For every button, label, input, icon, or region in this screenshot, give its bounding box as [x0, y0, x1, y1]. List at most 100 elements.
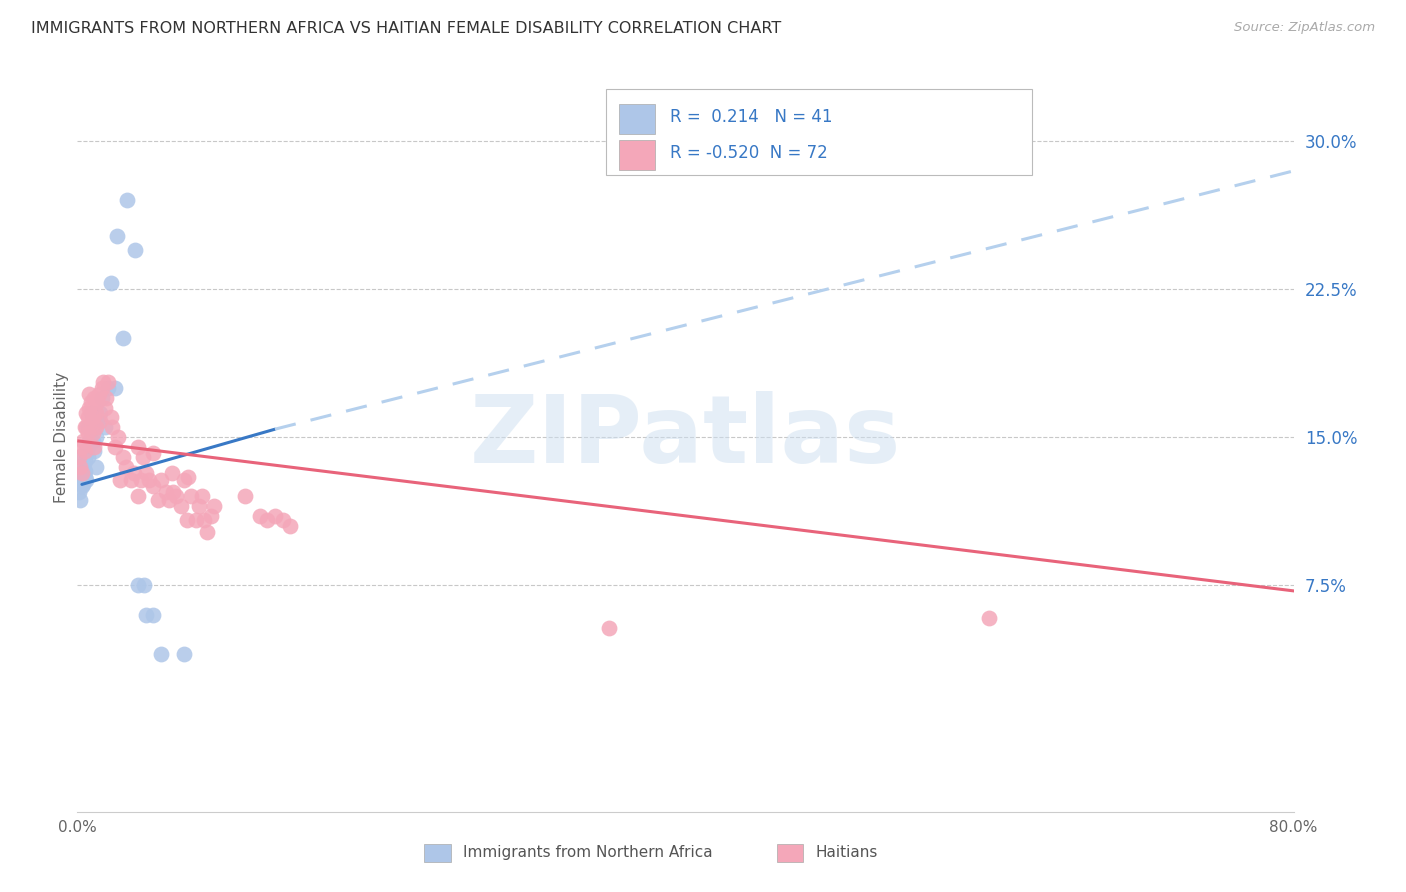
Point — [191, 489, 214, 503]
Point — [127, 440, 149, 454]
Point — [149, 474, 172, 488]
Point — [83, 440, 105, 454]
Point — [75, 474, 97, 488]
Point — [89, 414, 111, 428]
Bar — [619, 140, 655, 169]
Point — [84, 420, 107, 434]
Point — [73, 464, 96, 478]
Bar — [776, 844, 803, 863]
Point — [162, 485, 184, 500]
Point — [79, 401, 101, 415]
Point — [82, 426, 104, 441]
Point — [200, 508, 222, 523]
Point — [96, 391, 118, 405]
Point — [138, 474, 160, 488]
Text: Source: ZipAtlas.com: Source: ZipAtlas.com — [1234, 21, 1375, 34]
Point — [129, 474, 152, 488]
Bar — [619, 103, 655, 134]
Point — [155, 485, 177, 500]
Point — [79, 434, 101, 448]
Point — [70, 450, 93, 464]
Point — [264, 508, 287, 523]
Point — [97, 375, 120, 389]
FancyBboxPatch shape — [606, 88, 1032, 175]
Point — [127, 578, 149, 592]
Bar — [425, 844, 451, 863]
Point — [77, 450, 100, 464]
Point — [195, 524, 218, 539]
Point — [111, 450, 134, 464]
Point — [160, 466, 183, 480]
Point — [69, 493, 91, 508]
Point — [135, 607, 157, 622]
Point — [91, 375, 114, 389]
Point — [69, 459, 91, 474]
Point — [67, 475, 90, 490]
Point — [84, 406, 107, 420]
Point — [70, 440, 93, 454]
Point — [77, 410, 100, 425]
Point — [80, 394, 103, 409]
Text: R =  0.214   N = 41: R = 0.214 N = 41 — [669, 108, 832, 126]
Point — [86, 414, 108, 428]
Point — [127, 489, 149, 503]
Point — [73, 454, 96, 468]
Point — [184, 513, 207, 527]
Point — [173, 647, 195, 661]
Text: R = -0.520  N = 72: R = -0.520 N = 72 — [669, 145, 827, 162]
Point — [93, 420, 115, 434]
Point — [87, 386, 110, 401]
Point — [72, 477, 94, 491]
Point — [72, 434, 94, 448]
Point — [170, 499, 193, 513]
Point — [180, 489, 202, 503]
Point — [75, 420, 97, 434]
Point — [104, 381, 127, 395]
Point — [598, 621, 620, 635]
Point — [115, 459, 138, 474]
Point — [979, 611, 1001, 625]
Point — [120, 474, 142, 488]
Y-axis label: Female Disability: Female Disability — [53, 371, 69, 503]
Point — [69, 474, 91, 488]
Point — [86, 394, 108, 409]
Point — [73, 469, 96, 483]
Point — [107, 430, 129, 444]
Point — [75, 446, 97, 460]
Point — [79, 420, 101, 434]
Point — [146, 493, 169, 508]
Point — [135, 466, 157, 480]
Point — [165, 489, 187, 503]
Point — [104, 440, 127, 454]
Point — [80, 406, 103, 420]
Point — [142, 479, 165, 493]
Point — [100, 410, 122, 425]
Point — [108, 474, 131, 488]
Point — [90, 391, 112, 405]
Point — [176, 513, 198, 527]
Point — [111, 331, 134, 345]
Point — [93, 401, 115, 415]
Point — [173, 474, 195, 488]
Point — [67, 485, 90, 500]
Point — [77, 440, 100, 454]
Point — [202, 499, 225, 513]
Point — [83, 391, 105, 405]
Point — [134, 578, 156, 592]
Point — [70, 479, 93, 493]
Point — [77, 426, 100, 441]
Point — [149, 647, 172, 661]
Text: IMMIGRANTS FROM NORTHERN AFRICA VS HAITIAN FEMALE DISABILITY CORRELATION CHART: IMMIGRANTS FROM NORTHERN AFRICA VS HAITI… — [31, 21, 782, 36]
Point — [193, 513, 215, 527]
Point — [73, 443, 96, 458]
Point — [157, 493, 180, 508]
Point — [82, 410, 104, 425]
Point — [278, 518, 301, 533]
Point — [249, 508, 271, 523]
Point — [142, 446, 165, 460]
Point — [101, 420, 124, 434]
Point — [72, 459, 94, 474]
Point — [77, 420, 100, 434]
Point — [84, 459, 107, 474]
Point — [188, 499, 211, 513]
